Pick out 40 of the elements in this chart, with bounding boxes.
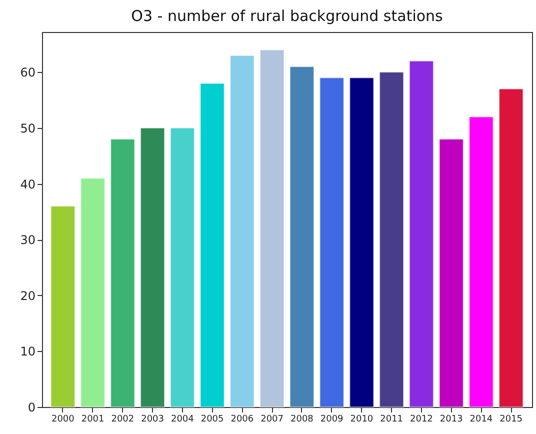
x-tick-label: 2011 xyxy=(380,414,404,424)
x-tick-label: 2012 xyxy=(410,414,433,424)
y-tick-label: 60 xyxy=(20,66,36,80)
x-tick-label: 2001 xyxy=(81,414,104,424)
bar xyxy=(110,138,136,408)
bar xyxy=(409,60,434,408)
bar xyxy=(498,88,524,408)
x-tick-label: 2005 xyxy=(200,414,224,424)
bar xyxy=(80,178,106,408)
x-tick-label: 2006 xyxy=(230,414,254,424)
x-tick-label: 2008 xyxy=(290,414,314,424)
bar xyxy=(230,54,255,408)
x-tick-label: 2002 xyxy=(111,414,134,424)
bar xyxy=(170,127,195,408)
bar xyxy=(50,206,76,408)
y-tick-label: 0 xyxy=(28,400,36,414)
y-tick-label: 30 xyxy=(20,233,36,248)
bar xyxy=(438,138,464,408)
x-tick-label: 2014 xyxy=(470,414,493,424)
x-tick-label: 2004 xyxy=(170,414,194,424)
bar xyxy=(260,49,285,408)
bar xyxy=(349,77,374,408)
x-tick-label: 2009 xyxy=(320,414,344,424)
x-tick-label: 2003 xyxy=(141,414,164,424)
chart-title: O3 - number of rural background stations xyxy=(131,7,444,25)
bar xyxy=(468,116,494,408)
bar xyxy=(289,66,314,408)
y-tick-label: 10 xyxy=(20,344,36,359)
bar xyxy=(200,82,225,408)
x-tick-label: 2015 xyxy=(500,414,523,424)
x-tick-label: 2000 xyxy=(51,414,75,424)
y-tick-label: 50 xyxy=(20,121,36,136)
x-tick-label: 2007 xyxy=(260,414,284,424)
bar xyxy=(379,72,404,408)
bar xyxy=(140,127,165,408)
x-tick-label: 2013 xyxy=(440,414,463,424)
y-tick-label: 40 xyxy=(20,177,36,192)
bar xyxy=(319,77,344,408)
y-tick-label: 20 xyxy=(20,288,36,303)
x-tick-label: 2010 xyxy=(350,414,374,424)
